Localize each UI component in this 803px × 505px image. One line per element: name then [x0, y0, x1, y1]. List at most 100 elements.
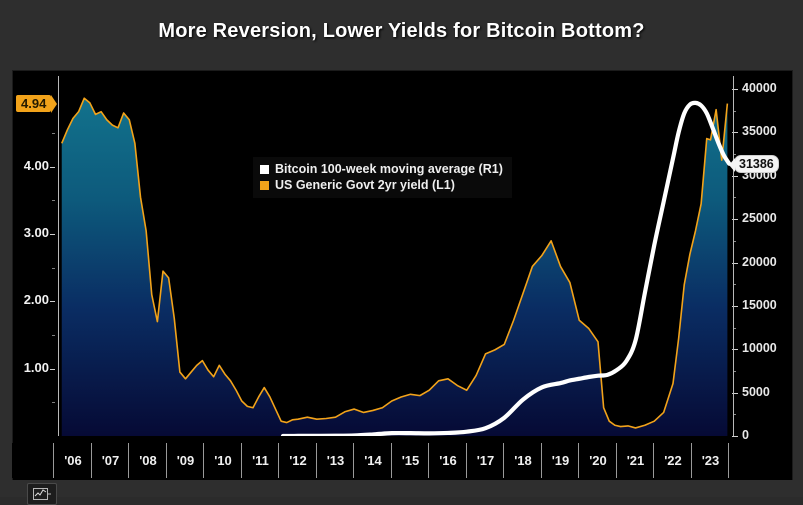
right-axis-minor-tick [733, 327, 736, 329]
x-axis-tick: '10 [203, 443, 242, 478]
left-axis-tick-mark [50, 234, 55, 236]
left-axis-minor-tick [52, 133, 55, 135]
right-axis-minor-tick [733, 240, 736, 242]
legend-item-label: Bitcoin 100-week moving average (R1) [275, 162, 503, 176]
x-axis-tick-label: '18 [514, 453, 532, 468]
x-axis-tick: '19 [540, 443, 580, 478]
left-axis-tick-label: 1.00 [23, 359, 49, 375]
bitcoin-ma-line [280, 100, 732, 436]
x-axis-tick-label: '15 [401, 453, 420, 468]
legend: Bitcoin 100-week moving average (R1) US … [253, 157, 512, 198]
x-axis-tick: '15 [390, 443, 430, 478]
x-axis-tick: '22 [653, 443, 692, 478]
left-axis-tick-mark [50, 166, 55, 168]
right-axis-tick-mark [732, 305, 738, 307]
footer-strip [0, 480, 803, 497]
line-chart-icon-glyph [33, 488, 51, 500]
plot-area [58, 76, 733, 436]
header-bar: More Reversion, Lower Yields for Bitcoin… [0, 0, 803, 62]
x-axis-tick: '12 [278, 443, 317, 478]
left-axis-tick-mark [50, 301, 55, 303]
left-axis-tick-label: 3.00 [23, 225, 49, 241]
right-axis-tick-label: 40000 [742, 81, 777, 95]
x-axis-tick-label: '17 [476, 453, 495, 468]
x-axis-end-mark [728, 443, 730, 478]
x-axis-tick-label: '20 [589, 453, 607, 468]
x-axis-tick: '23 [690, 443, 730, 478]
legend-item-bitcoin[interactable]: Bitcoin 100-week moving average (R1) [260, 161, 503, 177]
x-axis-tick-label: '07 [101, 453, 120, 468]
right-axis-tick-mark [732, 132, 738, 134]
x-axis-tick-label: '08 [139, 453, 157, 468]
chart-frame: 4.94 4.00 3.00 2.00 1.00 31386 0 5000 1000… [12, 70, 793, 505]
left-axis-minor-tick [52, 200, 55, 202]
right-axis-tick-label: 20000 [742, 254, 777, 269]
right-axis-tick-mark [732, 262, 738, 264]
left-axis-spine [58, 76, 59, 436]
x-axis-tick-label: '14 [364, 453, 382, 468]
right-axis-minor-tick [733, 370, 736, 372]
left-axis-minor-tick [52, 335, 55, 337]
x-axis-tick: '09 [165, 443, 205, 478]
right-axis-minor-tick [733, 414, 736, 416]
x-axis-tick-label: '16 [439, 453, 457, 468]
right-axis-tick-mark [732, 219, 738, 221]
left-axis-tick-label: 4.00 [23, 157, 49, 173]
right-axis-tick-label: 15000 [742, 297, 777, 312]
right-axis-spine [733, 76, 734, 436]
right-axis-tick-label: 0 [742, 428, 749, 442]
x-axis-tick: '18 [503, 443, 542, 478]
line-chart-icon[interactable] [27, 483, 57, 505]
orange-square-swatch [260, 180, 269, 190]
left-axis-tick-mark [50, 368, 55, 370]
x-axis-tick-label: '10 [214, 453, 232, 468]
x-axis-tick: '16 [428, 443, 467, 478]
right-axis-minor-tick [733, 110, 736, 112]
x-axis-tick-label: '09 [176, 453, 195, 468]
yield-area-fill [61, 98, 728, 436]
x-axis-tick-label: '22 [664, 453, 682, 468]
series-svg [61, 97, 732, 436]
right-axis-current-value-badge: 31386 [729, 154, 779, 173]
right-axis-tick-label: 25000 [742, 211, 777, 226]
right-axis-tick-mark [732, 89, 738, 90]
x-axis-tick: '07 [90, 443, 130, 478]
x-axis-tick: '20 [578, 443, 617, 478]
x-axis-tick-label: '13 [326, 453, 345, 468]
page-title: More Reversion, Lower Yields for Bitcoin… [158, 19, 645, 42]
left-axis-minor-tick [52, 402, 55, 404]
right-axis-tick-label: 5000 [742, 384, 770, 399]
right-axis-tick-mark [732, 349, 738, 351]
right-axis-tick-mark [732, 175, 738, 177]
right-axis-tick-mark [732, 392, 738, 394]
x-axis-tick: '21 [615, 443, 655, 478]
right-axis-minor-tick [733, 154, 736, 156]
x-axis-tick-label: '06 [64, 453, 82, 468]
x-axis-tick-label: '11 [252, 453, 269, 468]
left-axis-tick-label: 2.00 [23, 292, 49, 308]
left-axis: 4.94 4.00 3.00 2.00 1.00 [13, 71, 59, 481]
right-axis-minor-tick [733, 197, 736, 199]
right-axis-tick-label: 35000 [742, 124, 777, 139]
x-axis-tick: '13 [315, 443, 355, 478]
x-axis-tick: '17 [465, 443, 505, 478]
x-axis: '06 '07 '08 '09 '10 '11 '12 '13 '14 '15 '16 '17 '18 '… [12, 443, 791, 478]
right-axis-minor-tick [733, 284, 736, 286]
white-square-swatch [260, 164, 269, 174]
left-axis-minor-tick [52, 267, 55, 269]
left-axis-current-value-badge: 4.94 [16, 94, 58, 113]
right-axis-tick-mark [732, 436, 738, 437]
x-axis-tick-label: '19 [551, 453, 570, 468]
x-axis-tick-label: '12 [289, 453, 307, 468]
legend-item-yield[interactable]: US Generic Govt 2yr yield (L1) [260, 177, 503, 193]
x-axis-tick-label: '23 [701, 453, 720, 468]
x-axis-tick-label: '21 [626, 453, 645, 468]
legend-item-label: US Generic Govt 2yr yield (L1) [275, 178, 455, 192]
x-axis-tick: '06 [53, 443, 92, 478]
yield-line [61, 97, 729, 429]
x-axis-tick: '08 [128, 443, 167, 478]
right-axis: 31386 0 5000 10000 15000 20000 25000 30000 3500… [729, 71, 792, 481]
x-axis-tick: '11 [240, 443, 280, 478]
right-axis-tick-label: 10000 [742, 341, 777, 356]
